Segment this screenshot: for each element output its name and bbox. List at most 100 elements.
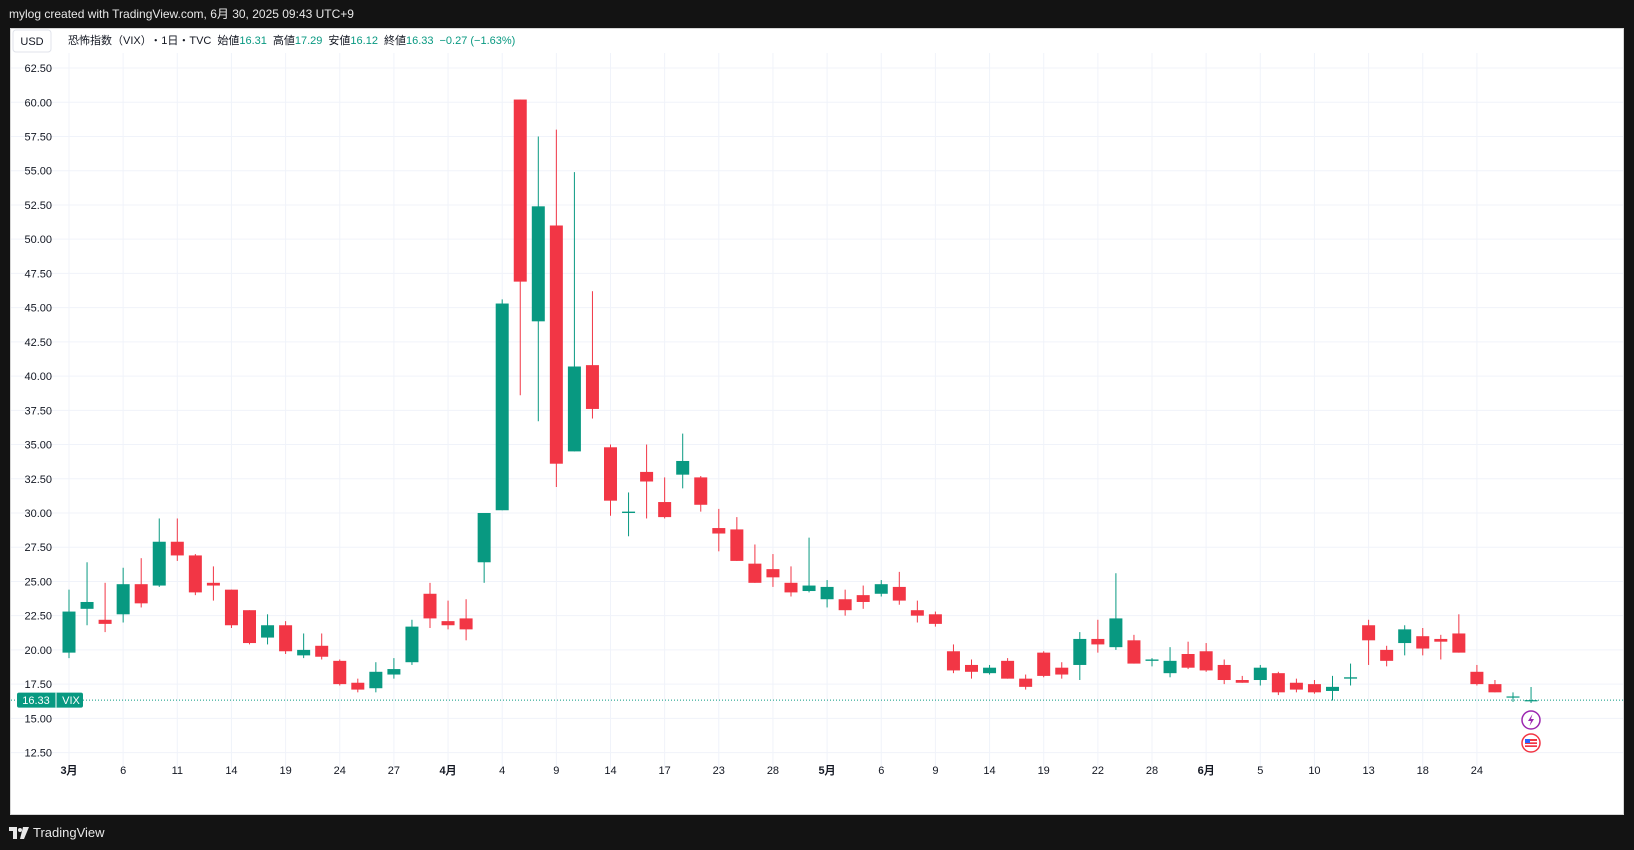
candle[interactable]	[585, 291, 599, 419]
candle[interactable]	[1055, 662, 1069, 679]
candle[interactable]	[423, 582, 437, 628]
candle-body	[676, 460, 690, 475]
candle[interactable]	[676, 433, 690, 489]
candle[interactable]	[1073, 632, 1087, 681]
candle[interactable]	[459, 599, 473, 641]
candle[interactable]	[856, 585, 870, 609]
candle[interactable]	[1434, 634, 1448, 660]
candle[interactable]	[1199, 643, 1213, 672]
candle[interactable]	[622, 492, 636, 537]
candle[interactable]	[297, 633, 311, 659]
candle[interactable]	[224, 589, 238, 628]
candle[interactable]	[1380, 645, 1394, 667]
candle[interactable]	[694, 476, 708, 512]
candle[interactable]	[1362, 619, 1376, 665]
candle[interactable]	[748, 544, 762, 583]
candle[interactable]	[1253, 664, 1267, 686]
candle[interactable]	[369, 662, 383, 693]
candle[interactable]	[405, 619, 419, 665]
candle-body	[80, 601, 94, 609]
candle[interactable]	[965, 659, 978, 679]
candle[interactable]	[1398, 625, 1412, 656]
candle[interactable]	[1524, 686, 1538, 704]
candle[interactable]	[549, 129, 563, 487]
candle[interactable]	[766, 554, 780, 587]
candle[interactable]	[838, 589, 852, 616]
tradingview-logo[interactable]: TradingView	[9, 825, 105, 840]
candle[interactable]	[1163, 647, 1177, 678]
candle[interactable]	[730, 517, 744, 561]
candle[interactable]	[62, 589, 76, 659]
low-value: 16.12	[350, 35, 378, 47]
candle[interactable]	[1217, 659, 1231, 685]
candle[interactable]	[1289, 678, 1303, 693]
candle[interactable]	[1181, 641, 1195, 670]
candle[interactable]	[1271, 671, 1285, 696]
currency-badge[interactable]	[12, 29, 52, 53]
candle[interactable]	[820, 580, 834, 608]
candle[interactable]	[802, 537, 816, 593]
candle[interactable]	[531, 136, 545, 422]
candle[interactable]	[513, 99, 527, 396]
us-flag-icon[interactable]	[1521, 733, 1541, 753]
candle[interactable]	[604, 444, 617, 516]
candle[interactable]	[477, 512, 491, 583]
grid-lines	[11, 53, 1623, 769]
candle-body	[98, 619, 112, 624]
candle[interactable]	[1091, 619, 1105, 653]
candle[interactable]	[1470, 664, 1484, 686]
candle[interactable]	[1416, 627, 1430, 656]
candle[interactable]	[441, 600, 455, 630]
candlestick-chart[interactable]: 12.50 15.00 17.50 20.00 22.50 25.00 27.50 30.00…	[11, 29, 1623, 814]
x-tick-label: 28	[1146, 765, 1158, 777]
candle[interactable]	[261, 614, 275, 645]
candle[interactable]	[892, 571, 906, 605]
candle[interactable]	[279, 621, 293, 655]
candle[interactable]	[1326, 675, 1339, 701]
candle[interactable]	[928, 611, 942, 627]
candle[interactable]	[333, 659, 347, 686]
candle[interactable]	[134, 558, 148, 608]
candle[interactable]	[206, 566, 220, 601]
candles[interactable]	[62, 99, 1538, 704]
candle[interactable]	[1001, 658, 1015, 679]
candle[interactable]	[315, 633, 329, 660]
candle[interactable]	[1452, 614, 1466, 653]
candle[interactable]	[387, 658, 401, 679]
candle[interactable]	[1344, 663, 1358, 686]
candle[interactable]	[188, 554, 202, 596]
x-tick-label: 27	[388, 765, 400, 777]
candle[interactable]	[495, 299, 509, 511]
candle[interactable]	[1127, 634, 1141, 664]
candle[interactable]	[152, 518, 166, 587]
candle[interactable]	[243, 610, 256, 645]
candle[interactable]	[567, 172, 581, 452]
candle-body	[1127, 640, 1141, 664]
candle[interactable]	[1235, 675, 1249, 683]
candle[interactable]	[1307, 680, 1321, 694]
candle[interactable]	[80, 562, 94, 626]
candle[interactable]	[1037, 651, 1051, 678]
candle-body	[405, 626, 419, 663]
candle[interactable]	[170, 518, 184, 561]
candle[interactable]	[1145, 658, 1159, 667]
candle[interactable]	[784, 566, 798, 597]
flash-icon[interactable]	[1521, 710, 1541, 730]
candle[interactable]	[1019, 674, 1033, 690]
candle[interactable]	[658, 477, 672, 519]
candle[interactable]	[1488, 680, 1502, 693]
chart-frame[interactable]: 12.50 15.00 17.50 20.00 22.50 25.00 27.50 30.00…	[10, 28, 1624, 815]
candle[interactable]	[1109, 573, 1123, 650]
candle[interactable]	[98, 582, 112, 633]
candle[interactable]	[351, 678, 365, 693]
candle[interactable]	[640, 444, 654, 519]
candle[interactable]	[946, 644, 960, 674]
candle[interactable]	[983, 664, 997, 675]
candle[interactable]	[910, 600, 924, 623]
candle[interactable]	[116, 567, 130, 623]
x-tick-label: 4	[499, 765, 505, 777]
candle[interactable]	[712, 508, 726, 552]
candle[interactable]	[1506, 692, 1520, 702]
candle[interactable]	[874, 580, 888, 597]
candle-body	[387, 669, 401, 675]
